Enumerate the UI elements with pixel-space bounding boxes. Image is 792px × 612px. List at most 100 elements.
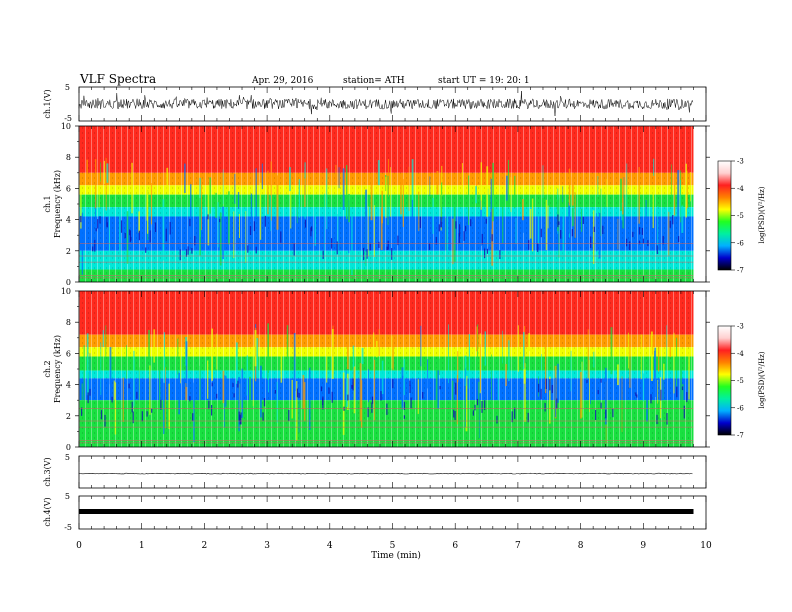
spectrogram-streak [376, 340, 378, 358]
spectrogram-streak [480, 162, 482, 210]
spectrogram-speck [95, 228, 97, 232]
spectrogram-speck [600, 378, 602, 383]
spectrogram-streak [400, 174, 402, 215]
spectrogram-speck [403, 401, 406, 410]
spectrogram-streak [600, 188, 602, 237]
ch1-channel-label: ch.1 [43, 195, 52, 212]
spectrogram-streak [645, 200, 647, 221]
colorbar-tick-label: -7 [737, 267, 744, 275]
freq-tick-label: 2 [66, 412, 71, 421]
spectrogram-speck [486, 248, 488, 254]
spectrogram-streak [290, 189, 292, 229]
spectrogram-streak [261, 163, 263, 190]
spectrogram-speck [293, 243, 295, 256]
colorbar-tick-label: -3 [737, 323, 744, 331]
spectrogram-speck [686, 392, 688, 403]
ch2-freq-ticks: 0 2 4 6 8 10 [61, 287, 710, 452]
spectrogram-streak [610, 327, 613, 375]
spectrogram-speck [386, 246, 388, 250]
spectrogram-speck [391, 248, 393, 260]
ch2-colorbar-scale [717, 325, 732, 436]
spectrogram-speck [458, 232, 460, 244]
spectrogram-streak [209, 177, 211, 214]
spectrogram-streak [102, 330, 104, 348]
ch3-ylabel: ch.3(V) [43, 457, 52, 486]
spectrogram-speck [97, 219, 99, 229]
spectrogram-speck [310, 227, 312, 237]
spectrogram-streak [690, 172, 691, 202]
spectrogram-speck [672, 215, 674, 225]
spectrogram-speck [81, 407, 83, 416]
spectrogram-streak [346, 378, 348, 407]
spectrogram-speck [298, 393, 300, 398]
spectrogram-streak [528, 333, 530, 352]
spectrogram-streak [224, 375, 227, 407]
spectrogram-streak [342, 372, 345, 435]
figure-title: VLF Spectra [79, 72, 156, 86]
colorbar-tick-label: -7 [737, 432, 744, 440]
spectrogram-streak [280, 347, 283, 383]
time-tick-label: 7 [515, 541, 521, 551]
spectrogram-streak [557, 363, 559, 403]
spectrogram-streak [256, 338, 259, 375]
time-tick-label: 8 [578, 541, 584, 551]
spectrogram-speck [632, 231, 634, 238]
spectrogram-streak [441, 165, 443, 196]
spectrogram-speck [124, 233, 126, 239]
spectrogram-line [79, 261, 694, 263]
spectrogram-speck [233, 393, 235, 398]
spectrogram-streak [377, 160, 380, 186]
ch4-ytick-bottom: -5 [64, 523, 72, 532]
spectrogram-speck [438, 224, 440, 232]
spectrogram-speck [556, 398, 558, 409]
spectrogram-speck [369, 243, 371, 251]
spectrogram-streak [217, 202, 219, 248]
spectrogram-streak [291, 379, 293, 419]
spectrogram-streak [606, 178, 608, 207]
spectrogram-speck [366, 249, 368, 259]
spectrogram-streak [304, 178, 306, 207]
spectrogram-speck [484, 400, 486, 411]
spectrogram-streak [342, 168, 345, 210]
spectrogram-streak [298, 179, 300, 218]
spectrogram-streak [162, 199, 165, 261]
time-tick-label: 2 [202, 541, 208, 551]
spectrogram-speck [138, 230, 140, 241]
spectrogram-speck [662, 235, 664, 245]
spectrogram-streak [638, 167, 640, 224]
spectrogram-streak [302, 374, 305, 409]
spectrogram-streak [184, 163, 186, 193]
spectrogram-streak [571, 176, 574, 206]
spectrogram-streak [351, 216, 353, 276]
spectrogram-streak [86, 159, 88, 182]
spectrogram-streak [337, 214, 339, 255]
spectrogram-streak [581, 361, 583, 418]
spectrogram-streak [657, 206, 659, 252]
spectrogram-streak [480, 200, 482, 246]
spectrogram-speck [371, 396, 374, 404]
ch1-colorbar-ticks: -3 -4 -5 -6 -7 [731, 158, 744, 275]
spectrogram-speck [590, 236, 592, 249]
spectrogram-speck [463, 231, 465, 241]
spectrogram-speck [439, 386, 441, 390]
ch2-spectrogram-texture [79, 291, 693, 447]
spectrogram-speck [378, 241, 380, 248]
spectrogram-speck [149, 230, 151, 243]
spectrogram-speck [472, 410, 474, 416]
spectrogram-speck [571, 229, 573, 237]
spectrogram-streak [657, 379, 659, 404]
colorbar-tick-label: -4 [737, 185, 744, 193]
spectrogram-streak [457, 351, 459, 383]
spectrogram-speck [650, 394, 652, 404]
spectrogram-streak [228, 191, 230, 245]
spectrogram-streak [523, 332, 525, 370]
spectrogram-streak [650, 331, 653, 381]
time-axis-label: Time (min) [371, 550, 421, 561]
spectrogram-speck [681, 386, 684, 391]
spectrogram-speck [111, 396, 113, 403]
spectrogram-speck [165, 228, 167, 242]
spectrogram-streak [122, 377, 124, 422]
spectrogram-streak [617, 218, 619, 250]
ch4-waveform-panel: 5 -5 ch.4(V) [43, 492, 707, 532]
spectrogram-speck [459, 224, 461, 237]
